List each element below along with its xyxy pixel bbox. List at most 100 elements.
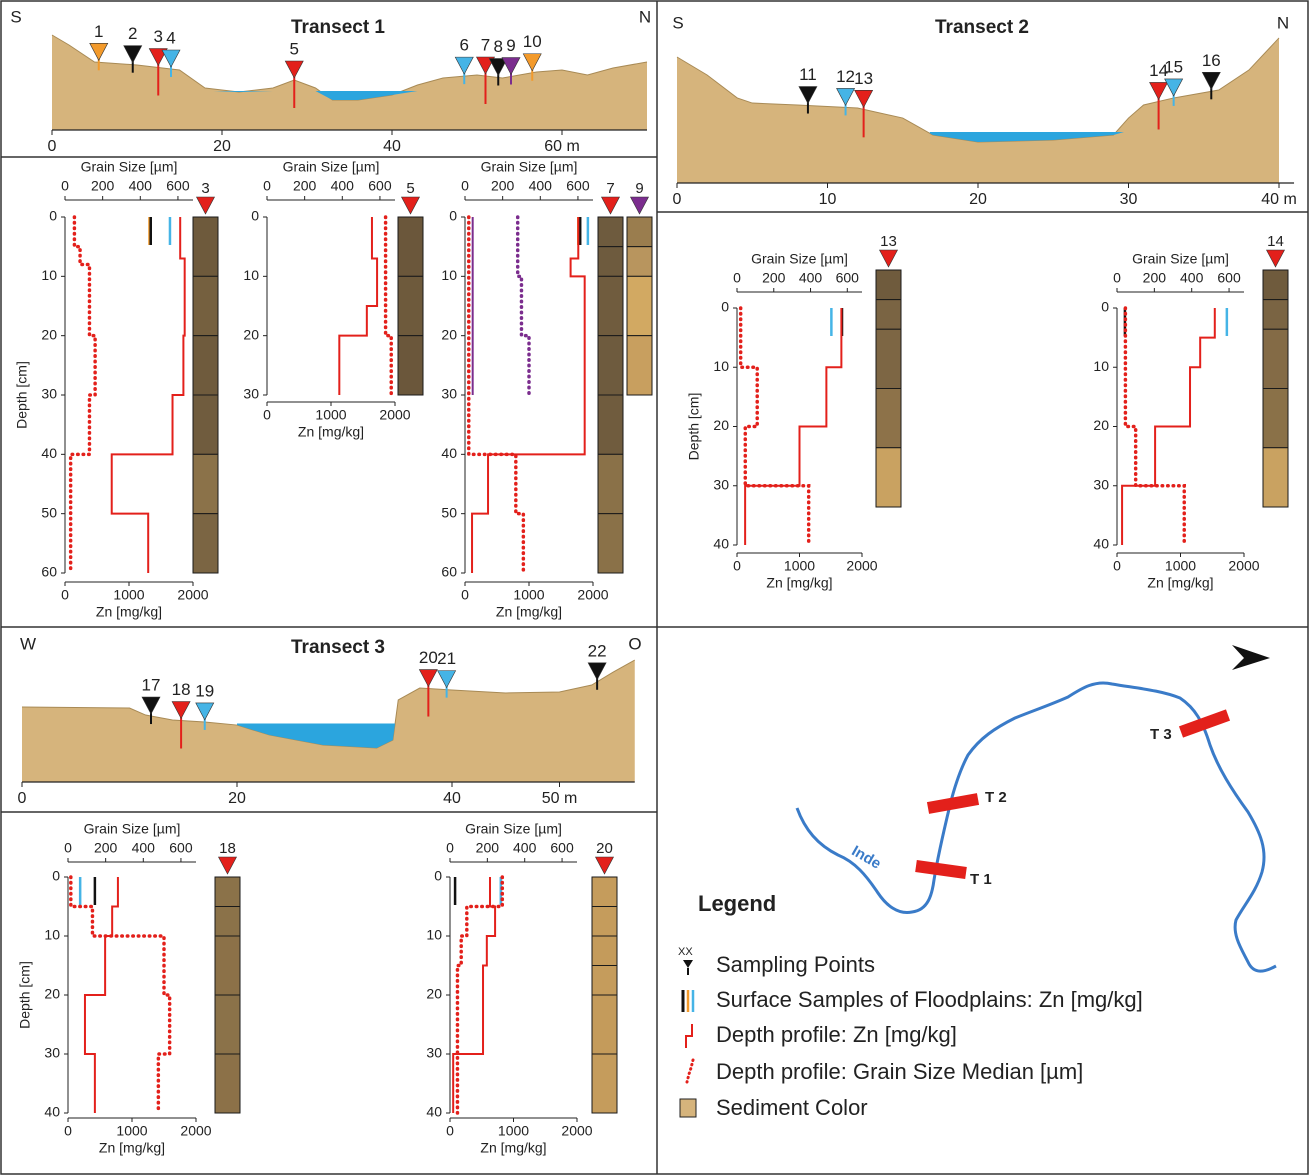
x-tick-label: 20	[969, 191, 987, 208]
sediment-layer	[215, 995, 240, 1054]
river-label: Inde	[849, 842, 884, 872]
x-tick-label: 0	[18, 790, 27, 807]
sample-marker	[90, 43, 108, 60]
y-axis-label: Depth [cm]	[14, 361, 30, 429]
sediment-layer	[398, 276, 423, 335]
x2-tick-label: 200	[491, 178, 515, 194]
y-tick-label: 30	[243, 386, 259, 402]
grain-profile	[386, 217, 392, 395]
sediment-layer	[1263, 329, 1288, 388]
x-tick-label: 2000	[180, 1123, 211, 1139]
sample-marker	[1267, 250, 1285, 267]
x-tick-label: 1000	[116, 1123, 147, 1139]
y-tick-label: 20	[1093, 417, 1109, 433]
x-tick-label: 0	[446, 1123, 454, 1139]
x-tick-label: 50 m	[542, 790, 578, 807]
x2-tick-label: 0	[461, 178, 469, 194]
legend-marker-label: XX	[678, 946, 693, 958]
x-tick-label: 20	[213, 138, 231, 155]
y-axis-label: Depth [cm]	[17, 961, 33, 1029]
sediment-layer	[193, 217, 218, 276]
sample-marker	[1165, 79, 1183, 96]
legend-item: Sediment Color	[716, 1095, 868, 1120]
y-tick-label: 30	[713, 476, 729, 492]
section-bar	[916, 866, 966, 873]
y-tick-label: 20	[44, 986, 60, 1002]
y-tick-label: 20	[441, 326, 457, 342]
x2-tick-label: 0	[64, 840, 72, 856]
x-tick-label: 60 m	[544, 138, 580, 155]
sediment-layer	[398, 217, 423, 276]
sample-marker	[502, 58, 520, 75]
sample-label: 21	[437, 649, 456, 668]
x2-tick-label: 400	[331, 178, 355, 194]
x-tick-label: 0	[263, 407, 271, 423]
sample-label: 18	[219, 840, 236, 857]
y-tick-label: 40	[713, 536, 729, 552]
x-axis-label: Zn [mg/kg]	[96, 604, 162, 620]
x2-tick-label: 0	[263, 178, 271, 194]
legend-symbol	[683, 960, 693, 968]
y-tick-label: 0	[49, 208, 57, 224]
chart-title: Transect 3	[291, 637, 385, 658]
sample-marker	[880, 250, 898, 267]
sediment-layer	[627, 276, 652, 335]
sample-label: 3	[201, 180, 209, 197]
y-tick-label: 60	[41, 564, 57, 580]
x-tick-label: 40	[383, 138, 401, 155]
legend-symbol	[687, 1060, 693, 1082]
x-axis-label: Zn [mg/kg]	[480, 1140, 546, 1156]
sample-label: 7	[606, 180, 614, 197]
sample-marker	[523, 54, 541, 71]
legend: Legend XX Sampling Points Surface Sample…	[678, 891, 1143, 1120]
sample-label: 9	[506, 36, 515, 55]
sediment-layer	[215, 877, 240, 907]
y-tick-label: 0	[251, 208, 259, 224]
sediment-layer	[592, 966, 617, 996]
x-tick-label: 0	[48, 138, 57, 155]
y-tick-label: 40	[441, 445, 457, 461]
chart-title: Transect 2	[935, 17, 1029, 38]
sample-label: 19	[195, 681, 214, 700]
x2-tick-label: 200	[476, 840, 500, 856]
side-label: N	[1277, 13, 1289, 32]
sample-label: 11	[799, 65, 817, 84]
sediment-layer	[598, 217, 623, 247]
sample-label: 1	[94, 22, 103, 41]
zn-profile	[85, 877, 118, 1113]
x2-axis-label: Grain Size [µm]	[84, 821, 181, 837]
y-tick-label: 10	[44, 927, 60, 943]
sample-marker	[124, 46, 142, 63]
section-label: T 1	[970, 871, 992, 888]
legend-item: Sampling Points	[716, 952, 875, 977]
x2-tick-label: 400	[1180, 270, 1204, 286]
sediment-layer	[627, 247, 652, 277]
sediment-layer	[598, 336, 623, 395]
y-tick-label: 0	[52, 868, 60, 884]
legend-item: Depth profile: Zn [mg/kg]	[716, 1022, 957, 1047]
x-tick-label: 0	[673, 191, 682, 208]
x2-axis-label: Grain Size [µm]	[1132, 251, 1229, 267]
y-tick-label: 10	[441, 267, 457, 283]
sediment-layer	[193, 454, 218, 513]
sample-marker	[162, 50, 180, 67]
x-tick-label: 40 m	[1261, 191, 1297, 208]
sample-marker	[855, 90, 873, 107]
x-tick-label: 0	[61, 587, 69, 603]
section-bar	[1181, 715, 1228, 732]
x2-tick-label: 400	[132, 840, 156, 856]
y-tick-label: 20	[41, 326, 57, 342]
y-tick-label: 10	[1093, 358, 1109, 374]
x-tick-label: 2000	[177, 587, 208, 603]
sediment-layer	[876, 329, 901, 388]
y-tick-label: 10	[713, 358, 729, 374]
x2-tick-label: 600	[169, 840, 193, 856]
y-tick-label: 20	[243, 326, 259, 342]
x-tick-label: 2000	[1228, 558, 1259, 574]
sample-marker	[172, 702, 190, 719]
x-tick-label: 2000	[577, 587, 608, 603]
x2-axis-label: Grain Size [µm]	[465, 821, 562, 837]
sample-label: 20	[419, 648, 438, 667]
sample-label: 18	[172, 680, 191, 699]
y-tick-label: 20	[713, 417, 729, 433]
